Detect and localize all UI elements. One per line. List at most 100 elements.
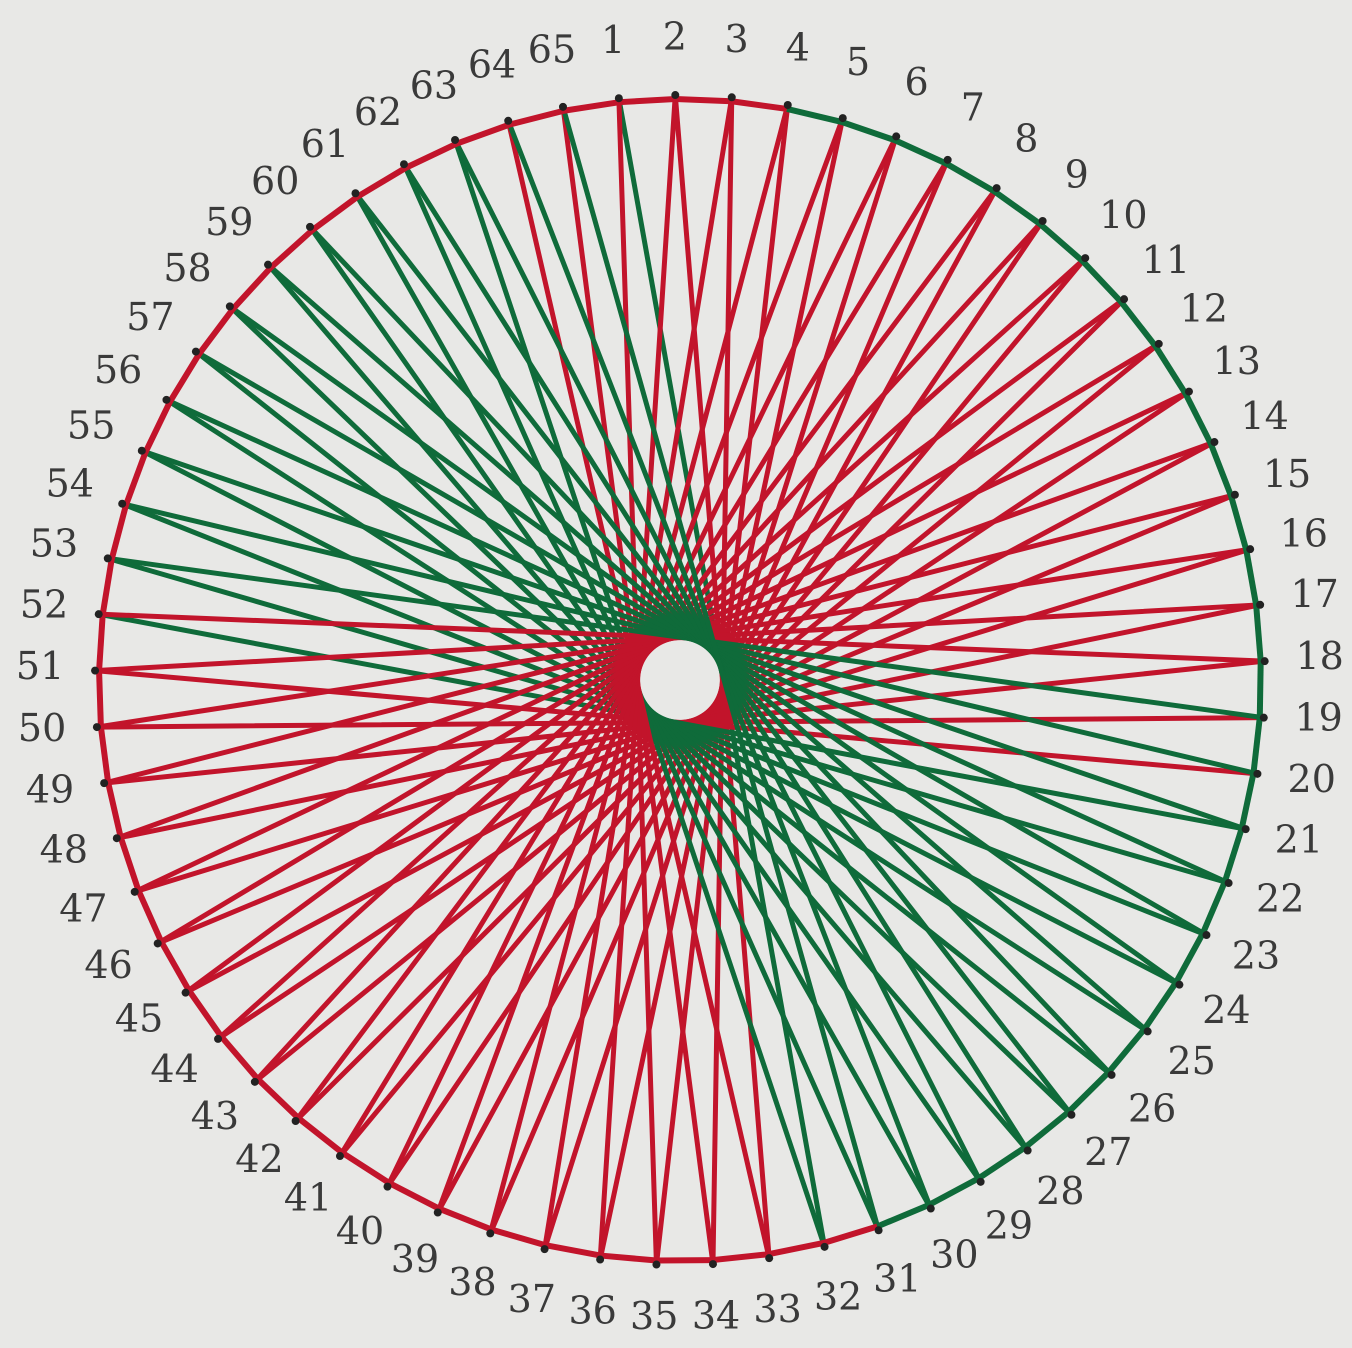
point-label: 15 bbox=[1263, 452, 1311, 496]
point-label: 16 bbox=[1280, 511, 1328, 555]
hole bbox=[181, 988, 190, 997]
point-label: 24 bbox=[1202, 988, 1250, 1032]
point-label: 52 bbox=[20, 582, 68, 626]
point-label: 55 bbox=[67, 404, 115, 448]
point-label: 14 bbox=[1240, 394, 1288, 438]
point-label: 58 bbox=[163, 246, 211, 290]
hole bbox=[1023, 1146, 1032, 1155]
rim-thread bbox=[455, 121, 511, 147]
hole bbox=[727, 93, 736, 102]
point-label: 12 bbox=[1180, 287, 1228, 331]
rim-thread bbox=[1173, 931, 1206, 985]
point-label: 4 bbox=[786, 25, 810, 69]
hole bbox=[130, 887, 139, 896]
hole bbox=[1253, 769, 1262, 778]
point-label: 13 bbox=[1213, 339, 1261, 383]
rim-thread bbox=[96, 614, 106, 671]
point-label: 64 bbox=[468, 43, 516, 87]
rim-thread bbox=[340, 1150, 392, 1186]
hole bbox=[399, 160, 408, 169]
point-label: 63 bbox=[410, 64, 458, 108]
hole bbox=[1259, 713, 1268, 722]
hole bbox=[137, 446, 146, 455]
rim-thread bbox=[893, 137, 948, 167]
rim-thread bbox=[840, 119, 896, 143]
point-label: 35 bbox=[630, 1294, 678, 1338]
point-label: 50 bbox=[18, 706, 66, 750]
point-label: 8 bbox=[1014, 116, 1038, 160]
point-label: 56 bbox=[94, 348, 142, 392]
point-label: 25 bbox=[1167, 1039, 1215, 1083]
hole bbox=[1246, 545, 1255, 554]
hole bbox=[1120, 295, 1129, 304]
hole bbox=[504, 116, 513, 125]
hole bbox=[103, 554, 112, 563]
point-label: 41 bbox=[284, 1175, 332, 1219]
point-label: 5 bbox=[846, 40, 870, 84]
holes bbox=[91, 91, 1269, 1269]
rim-thread bbox=[167, 352, 202, 404]
hole bbox=[976, 1177, 985, 1186]
hole bbox=[943, 155, 952, 164]
rim-thread bbox=[944, 160, 996, 195]
point-label: 26 bbox=[1128, 1087, 1176, 1131]
point-label: 45 bbox=[115, 997, 163, 1041]
rim-thread bbox=[976, 1144, 1027, 1181]
rim-thread bbox=[927, 1175, 980, 1208]
hole bbox=[486, 1229, 495, 1238]
rim-thread bbox=[1253, 605, 1264, 662]
hole bbox=[1154, 339, 1163, 348]
rim-thread bbox=[619, 96, 676, 106]
hole bbox=[92, 723, 101, 732]
point-label: 51 bbox=[16, 644, 64, 688]
rim-thread bbox=[404, 140, 458, 171]
point-label: 28 bbox=[1036, 1169, 1084, 1213]
rim-thread bbox=[544, 1242, 602, 1259]
hole bbox=[783, 101, 792, 110]
rim-thread bbox=[1228, 495, 1250, 551]
rim-thread bbox=[158, 940, 192, 993]
rim-thread bbox=[135, 889, 165, 943]
point-label: 36 bbox=[568, 1289, 616, 1333]
hole bbox=[100, 779, 109, 788]
point-label: 1 bbox=[601, 18, 625, 62]
rim-thread bbox=[108, 504, 129, 560]
point-label: 40 bbox=[336, 1209, 384, 1253]
rim-thread bbox=[105, 781, 124, 838]
hole bbox=[1184, 387, 1193, 396]
point-label: 10 bbox=[1099, 193, 1147, 237]
rim-thread bbox=[1207, 442, 1234, 498]
rim-thread bbox=[310, 194, 360, 233]
rim-thread bbox=[438, 1206, 493, 1233]
point-label: 18 bbox=[1295, 634, 1343, 678]
point-label: 54 bbox=[46, 462, 94, 506]
hole bbox=[892, 132, 901, 141]
hole bbox=[671, 91, 680, 100]
point-label: 31 bbox=[873, 1256, 921, 1300]
labels: 1 2 3 4 5 67891011121314151617181920212223242… bbox=[16, 15, 1344, 1338]
thread bbox=[560, 104, 882, 1233]
rim-thread bbox=[992, 189, 1042, 227]
hole bbox=[1107, 1070, 1116, 1079]
rim-thread bbox=[96, 670, 104, 727]
hole bbox=[1210, 438, 1219, 447]
hole bbox=[451, 135, 460, 144]
hole bbox=[708, 1260, 717, 1269]
point-label: 22 bbox=[1256, 877, 1304, 921]
hole bbox=[1038, 216, 1047, 225]
hole bbox=[1202, 931, 1211, 940]
rim-thread bbox=[767, 1240, 825, 1258]
rim-thread bbox=[1118, 299, 1158, 348]
rim-thread bbox=[356, 165, 408, 200]
hole bbox=[540, 1245, 549, 1254]
point-label: 37 bbox=[508, 1277, 556, 1321]
point-label: 49 bbox=[26, 767, 74, 811]
rim-thread bbox=[268, 227, 315, 270]
rim-thread bbox=[1066, 1070, 1111, 1114]
point-label: 30 bbox=[930, 1233, 978, 1277]
hole bbox=[1256, 600, 1265, 609]
hole bbox=[335, 1152, 344, 1161]
point-label: 59 bbox=[205, 200, 253, 244]
point-label: 38 bbox=[448, 1260, 496, 1304]
